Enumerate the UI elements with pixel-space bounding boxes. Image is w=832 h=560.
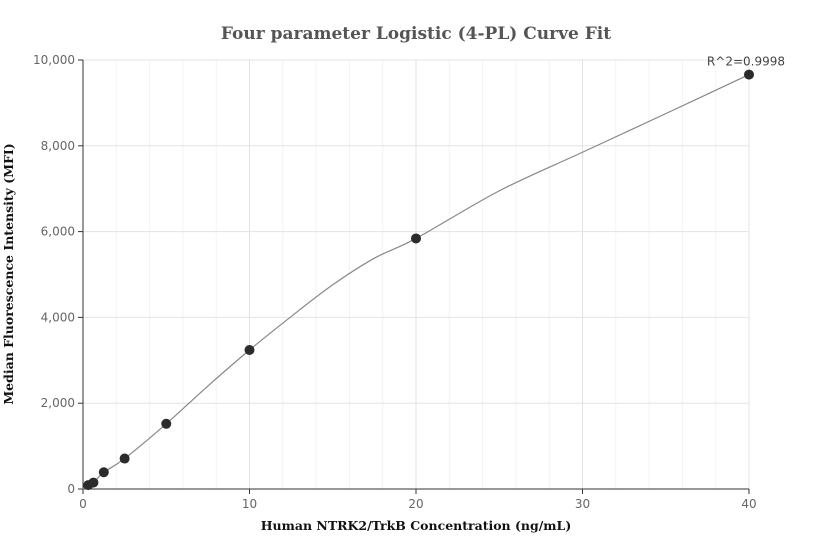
minor-grid — [115, 60, 717, 489]
data-point — [244, 345, 255, 356]
data-point — [119, 453, 130, 464]
major-grid — [83, 59, 750, 489]
y-tick-label: 0 — [67, 482, 75, 496]
x-tick-label: 0 — [79, 497, 87, 511]
r-squared-annotation: R^2=0.9998 — [707, 55, 785, 69]
data-point — [411, 233, 421, 244]
x-tick-label: 30 — [575, 497, 590, 511]
data-points — [83, 69, 754, 491]
x-axis-label: Human NTRK2/TrkB Concentration (ng/mL) — [261, 518, 572, 533]
data-point — [744, 69, 754, 80]
x-tick-label: 20 — [408, 497, 423, 511]
data-point — [88, 477, 99, 488]
y-tick-label: 10,000 — [33, 53, 75, 67]
y-axis-label: Median Fluorescence Intensity (MFI) — [1, 143, 16, 404]
y-tick-label: 6,000 — [41, 225, 75, 239]
data-point — [161, 418, 172, 429]
data-point — [98, 467, 109, 478]
y-tick-label: 8,000 — [41, 139, 75, 153]
y-tick-label: 2,000 — [41, 396, 75, 410]
fit-curve — [82, 74, 750, 490]
tick-labels: 0 10 20 30 40 0 2,000 4,000 6,000 8,000 10,000 — [33, 53, 757, 511]
x-tick-label: 10 — [242, 497, 257, 511]
ticks — [78, 59, 750, 494]
chart-title: Four parameter Logistic (4-PL) Curve Fit — [221, 24, 611, 44]
x-tick-label: 40 — [741, 497, 756, 511]
y-tick-label: 4,000 — [41, 310, 75, 324]
